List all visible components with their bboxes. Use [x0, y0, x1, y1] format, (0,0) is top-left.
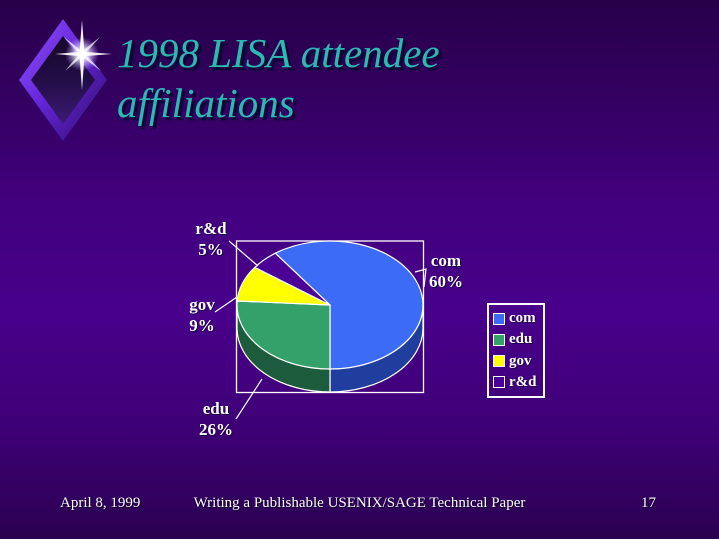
page-number: 17: [641, 495, 656, 511]
callout-com-value: 60%: [429, 272, 463, 291]
legend-swatch-r&d: [493, 376, 505, 389]
title-line-1: 1998 LISA attendee: [117, 30, 440, 76]
legend-label-com: com: [509, 310, 536, 327]
callout-gov-value: 9%: [189, 316, 215, 335]
legend-item-com: com: [493, 311, 539, 326]
callout-edu-name: edu: [202, 399, 230, 418]
legend-swatch-gov: [493, 355, 505, 368]
callout-rd: r&d 5%: [183, 218, 239, 260]
legend-swatch-com: [493, 312, 505, 325]
callout-gov-name: gov: [189, 295, 215, 314]
slide-title: 1998 LISA attendee affiliations: [117, 28, 597, 128]
legend-item-r&d: r&d: [493, 373, 539, 390]
callout-edu-value: 26%: [199, 420, 233, 439]
legend-item-gov: gov: [493, 352, 539, 369]
callout-edu: edu 26%: [188, 398, 244, 440]
footer-date: April 8, 1999: [60, 495, 141, 511]
title-line-2: affiliations: [117, 80, 295, 126]
legend-label-r&d: r&d: [509, 373, 537, 390]
pie-slice-r&d: [254, 252, 331, 306]
callout-com: com 60%: [418, 250, 474, 292]
callout-rd-name: r&d: [195, 219, 227, 238]
callout-com-name: com: [430, 251, 462, 270]
leader-line-r&d: [228, 240, 259, 267]
leader-line-com: [414, 268, 427, 288]
legend-label-gov: gov: [509, 352, 532, 369]
pie-slice-com: [274, 240, 424, 370]
legend-item-edu: edu: [493, 332, 539, 347]
chart-legend: com edu gov r&d: [487, 303, 545, 398]
callout-rd-value: 5%: [198, 240, 224, 259]
leader-line-gov: [214, 296, 238, 313]
legend-label-edu: edu: [509, 331, 533, 348]
callout-gov: gov 9%: [174, 294, 230, 336]
starburst-icon: [55, 20, 112, 90]
legend-swatch-edu: [493, 333, 505, 346]
pie-slice-edu: [236, 300, 331, 370]
leader-line-edu: [235, 378, 263, 420]
diamond-logo: [19, 19, 112, 141]
